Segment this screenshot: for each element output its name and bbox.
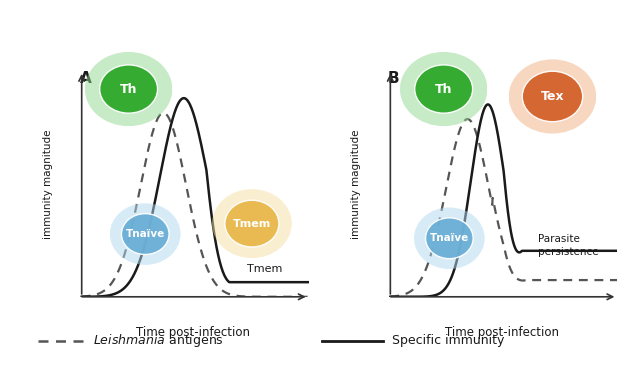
Ellipse shape: [110, 203, 181, 265]
Ellipse shape: [122, 214, 169, 255]
Text: Tmem: Tmem: [233, 219, 271, 229]
Ellipse shape: [85, 52, 172, 126]
Text: B: B: [388, 71, 400, 86]
Ellipse shape: [415, 65, 473, 113]
Text: Specific immunity: Specific immunity: [392, 334, 505, 347]
Text: Time post-infection: Time post-infection: [444, 326, 559, 339]
Ellipse shape: [522, 71, 583, 122]
Text: $\it{Leishmania}$ antigens: $\it{Leishmania}$ antigens: [93, 332, 224, 349]
Ellipse shape: [426, 218, 473, 259]
Ellipse shape: [400, 52, 487, 126]
Ellipse shape: [509, 59, 596, 134]
Text: immunity magnitude: immunity magnitude: [42, 129, 53, 239]
Ellipse shape: [212, 189, 292, 258]
Text: Tmem: Tmem: [248, 264, 283, 274]
Text: Time post-infection: Time post-infection: [136, 326, 250, 339]
Text: A: A: [80, 71, 91, 86]
Text: Tex: Tex: [541, 90, 565, 103]
Ellipse shape: [414, 207, 485, 269]
Text: Tnaïve: Tnaïve: [125, 229, 165, 239]
Text: Th: Th: [435, 82, 453, 96]
Text: immunity magnitude: immunity magnitude: [351, 129, 361, 239]
Ellipse shape: [100, 65, 158, 113]
Text: Parasite
persistence: Parasite persistence: [538, 234, 599, 257]
Ellipse shape: [225, 200, 279, 247]
Text: Th: Th: [120, 82, 138, 96]
Text: Tnaïve: Tnaïve: [430, 233, 469, 243]
